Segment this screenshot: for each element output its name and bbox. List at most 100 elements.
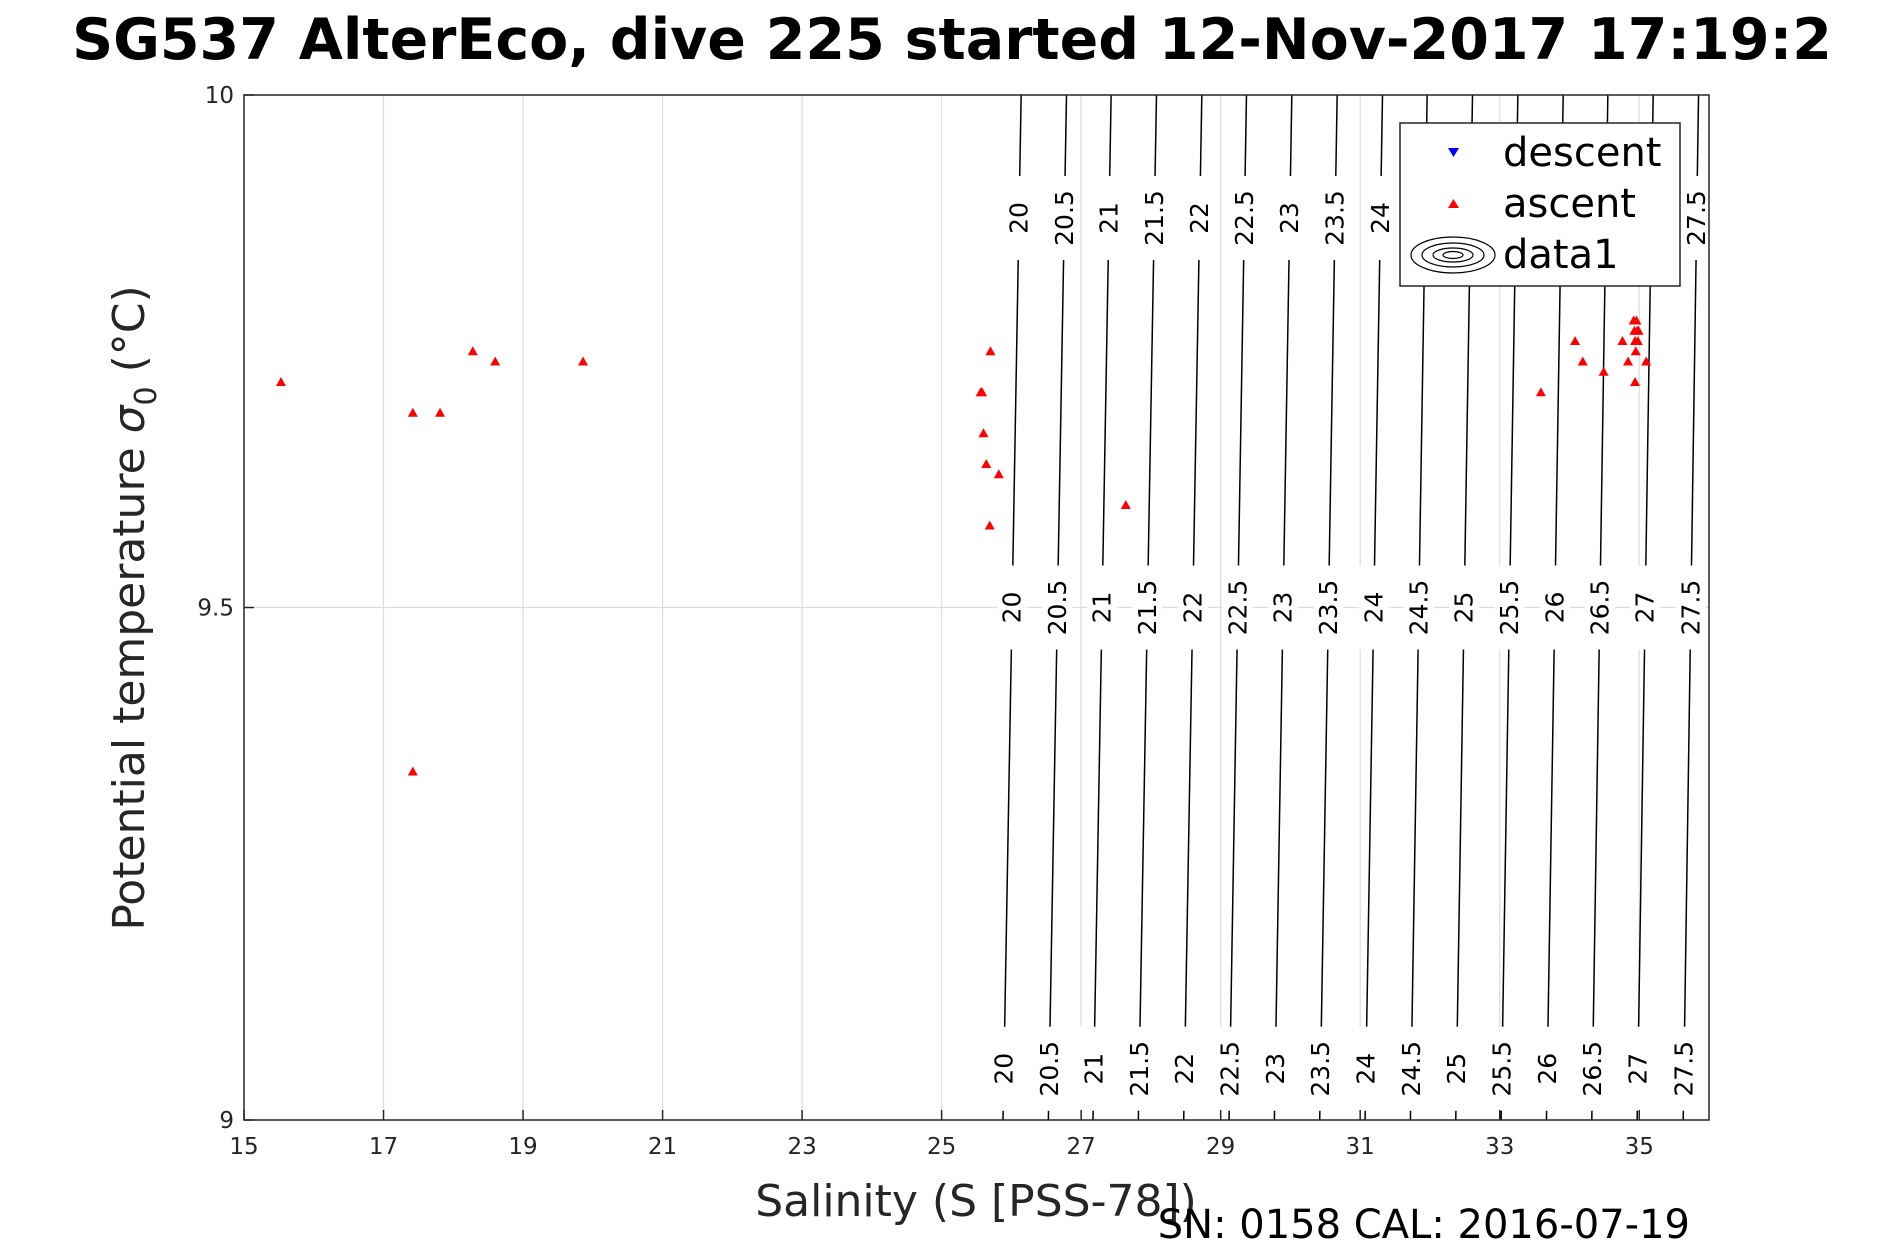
legend-descent-label: descent <box>1503 130 1661 176</box>
contour-label-gap <box>1260 1026 1291 1111</box>
ascent-point <box>1641 356 1652 366</box>
contour-label: 20 <box>998 592 1027 624</box>
contour-label-gap <box>1396 1026 1427 1111</box>
contour-label: 24 <box>1366 202 1395 234</box>
ascent-point <box>1577 356 1588 366</box>
contour-label: 26 <box>1533 1053 1562 1085</box>
contour-label-gap <box>1042 565 1073 650</box>
contour-label: 26.5 <box>1585 580 1614 636</box>
contour-label: 23.5 <box>1306 1041 1335 1097</box>
y-tick-label: 9.5 <box>197 596 234 622</box>
contour-label-gap <box>1668 1026 1699 1111</box>
contour-label: 21.5 <box>1140 190 1169 246</box>
contour-label: 27.5 <box>1676 580 1705 636</box>
contour-label-gap <box>1229 176 1260 260</box>
y-tick-label: 9 <box>219 1108 234 1134</box>
contour-label: 21 <box>1094 202 1123 234</box>
x-tick-label: 15 <box>229 1134 258 1160</box>
contour-label-gap <box>1049 176 1080 260</box>
contour-label-gap <box>1622 1026 1653 1111</box>
x-tick-label: 17 <box>369 1134 398 1160</box>
contour-label: 22.5 <box>1230 190 1259 246</box>
x-tick-label: 33 <box>1485 1134 1514 1160</box>
contour-label-gap <box>1093 176 1124 260</box>
ascent-point <box>275 377 286 386</box>
ascent-point <box>1623 356 1634 366</box>
contour-label: 27.5 <box>1669 1041 1698 1097</box>
contour-label-gap <box>1365 176 1396 260</box>
contour-label: 22 <box>1170 1053 1199 1085</box>
contour-label: 26.5 <box>1578 1041 1607 1097</box>
contour-label-gap <box>1305 1026 1336 1111</box>
contour-label-gap <box>1124 1026 1155 1111</box>
contour-label: 25.5 <box>1487 1041 1516 1097</box>
contour-label-gap <box>1003 176 1034 260</box>
contour-label: 24 <box>1351 1053 1380 1085</box>
contour-labels: 20 20 20 20.5 20.5 20.5 21 21 21 21.5 21.5 21.5 22 22… <box>989 190 1711 1096</box>
contour-label: 27 <box>1631 592 1660 624</box>
x-tick-label: 29 <box>1206 1134 1235 1160</box>
contour-label-gap <box>1539 565 1570 650</box>
contour-label: 22 <box>1178 592 1207 624</box>
x-tick-label: 35 <box>1625 1134 1654 1160</box>
contour-label-gap <box>1577 1026 1608 1111</box>
contour-label-gap <box>1630 565 1661 650</box>
contour-label: 27 <box>1623 1053 1652 1085</box>
ascent-point <box>490 356 501 366</box>
contour-label-gap <box>1169 1026 1200 1111</box>
contour-label-gap <box>1449 565 1480 650</box>
contour-label: 21.5 <box>1125 1041 1154 1097</box>
contour-label: 24.5 <box>1397 1041 1426 1097</box>
contour-label-gap <box>1034 1026 1065 1111</box>
contour-label-gap <box>1584 565 1615 650</box>
contour-label: 23 <box>1275 202 1304 234</box>
ascent-point <box>1633 325 1644 335</box>
contour-label: 25 <box>1450 592 1479 624</box>
contour-label: 26 <box>1540 592 1569 624</box>
y-axis-label-unit: (°C) <box>104 285 155 372</box>
contour-label-gap <box>1268 565 1299 650</box>
density-contours <box>988 94 1712 1121</box>
legend-descent-marker <box>1448 148 1459 157</box>
contour-label: 22 <box>1185 202 1214 234</box>
contour-label-gap <box>1222 565 1253 650</box>
contour-label-gap <box>988 1026 1019 1111</box>
contour-label-gap <box>1184 176 1215 260</box>
contour-label-gap <box>1087 565 1118 650</box>
x-tick-label: 25 <box>927 1134 956 1160</box>
ascent-point <box>984 520 995 530</box>
contour-label: 20.5 <box>1050 190 1079 246</box>
contour-label-gap <box>1403 565 1434 650</box>
y-axis-label-main: Potential temperature <box>104 447 155 930</box>
contour-label: 20 <box>989 1053 1018 1085</box>
ascent-point <box>1630 346 1641 356</box>
contour-label-gap <box>1532 1026 1563 1111</box>
contour-label: 24.5 <box>1404 580 1433 636</box>
contour-label-gap <box>1274 176 1305 260</box>
ascent-point <box>407 766 418 776</box>
x-tick-label: 23 <box>787 1134 816 1160</box>
legend-contour-icon <box>1410 236 1496 274</box>
contour-label: 20.5 <box>1043 580 1072 636</box>
contour-label-gap <box>1675 565 1706 650</box>
contour-label-gap <box>1132 565 1163 650</box>
ascent-point <box>578 356 589 366</box>
ascent-point <box>1617 336 1628 345</box>
axis-ticks: 15 17 19 21 23 25 27 29 31 33 35 9 9.5 10 <box>197 83 1653 1160</box>
contour-label: 24 <box>1359 592 1388 624</box>
contour-label: 20.5 <box>1035 1041 1064 1097</box>
contour-label-gap <box>1350 1026 1381 1111</box>
contour-label-gap <box>1486 1026 1517 1111</box>
ascent-point <box>981 459 992 468</box>
contour-label: 25 <box>1442 1053 1471 1085</box>
ascent-point <box>1632 336 1643 345</box>
contour-label: 23 <box>1269 592 1298 624</box>
contour-label: 21.5 <box>1133 580 1162 636</box>
legend-contour-label: data1 <box>1503 232 1619 278</box>
serial-calibration-note: SN: 0158 CAL: 2016-07-19 <box>1158 1202 1690 1248</box>
legend: descent ascent data1 <box>1399 122 1681 287</box>
contour-label-gap <box>997 565 1028 650</box>
ascent-point <box>1630 377 1641 386</box>
legend-box <box>1399 122 1681 287</box>
